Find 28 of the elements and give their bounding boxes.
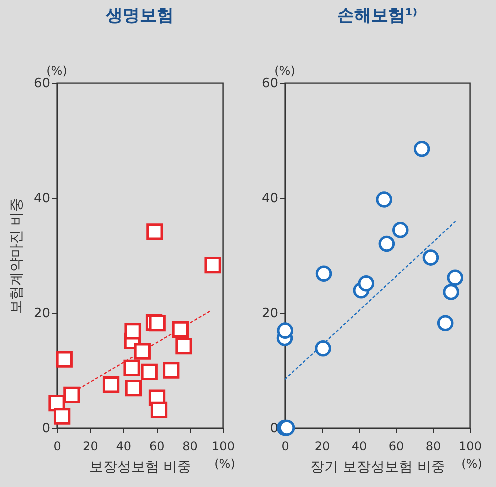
x-axis-title: 보장성보험 비중: [89, 460, 192, 476]
x-tick-label: 60: [149, 440, 165, 454]
x-tick-label: 40: [116, 440, 132, 454]
y-tick-label: 20: [34, 306, 50, 322]
y-axis-title: 보험계약마진 비중: [8, 198, 25, 314]
x-tick-label: 20: [314, 440, 330, 454]
x-axis-title: 장기 보장성보험 비중: [310, 460, 446, 476]
chart-title: 손해보험¹⁾: [337, 6, 418, 26]
y-tick-label: 60: [262, 76, 278, 92]
chart-title: 생명보험: [105, 6, 174, 26]
x-tick-label: 0: [282, 440, 290, 454]
y-tick-label: 40: [34, 192, 50, 206]
x-tick-label: 100: [212, 440, 235, 454]
x-tick-label: 60: [388, 440, 404, 454]
text: (%): [214, 457, 236, 471]
text: (%): [462, 457, 482, 471]
y-tick-label: 0: [42, 422, 50, 436]
y-tick-label: 40: [262, 192, 278, 206]
x-tick-label: 80: [426, 440, 442, 454]
x-tick-label: 80: [182, 440, 198, 454]
x-tick-label: 100: [459, 440, 482, 454]
text: (%): [46, 64, 68, 78]
text: (%): [274, 64, 296, 78]
x-tick-label: 0: [54, 440, 62, 454]
x-tick-label: 20: [83, 440, 98, 454]
y-tick-label: 60: [34, 76, 50, 92]
y-tick-label: 20: [262, 306, 278, 322]
x-tick-label: 40: [352, 440, 368, 454]
